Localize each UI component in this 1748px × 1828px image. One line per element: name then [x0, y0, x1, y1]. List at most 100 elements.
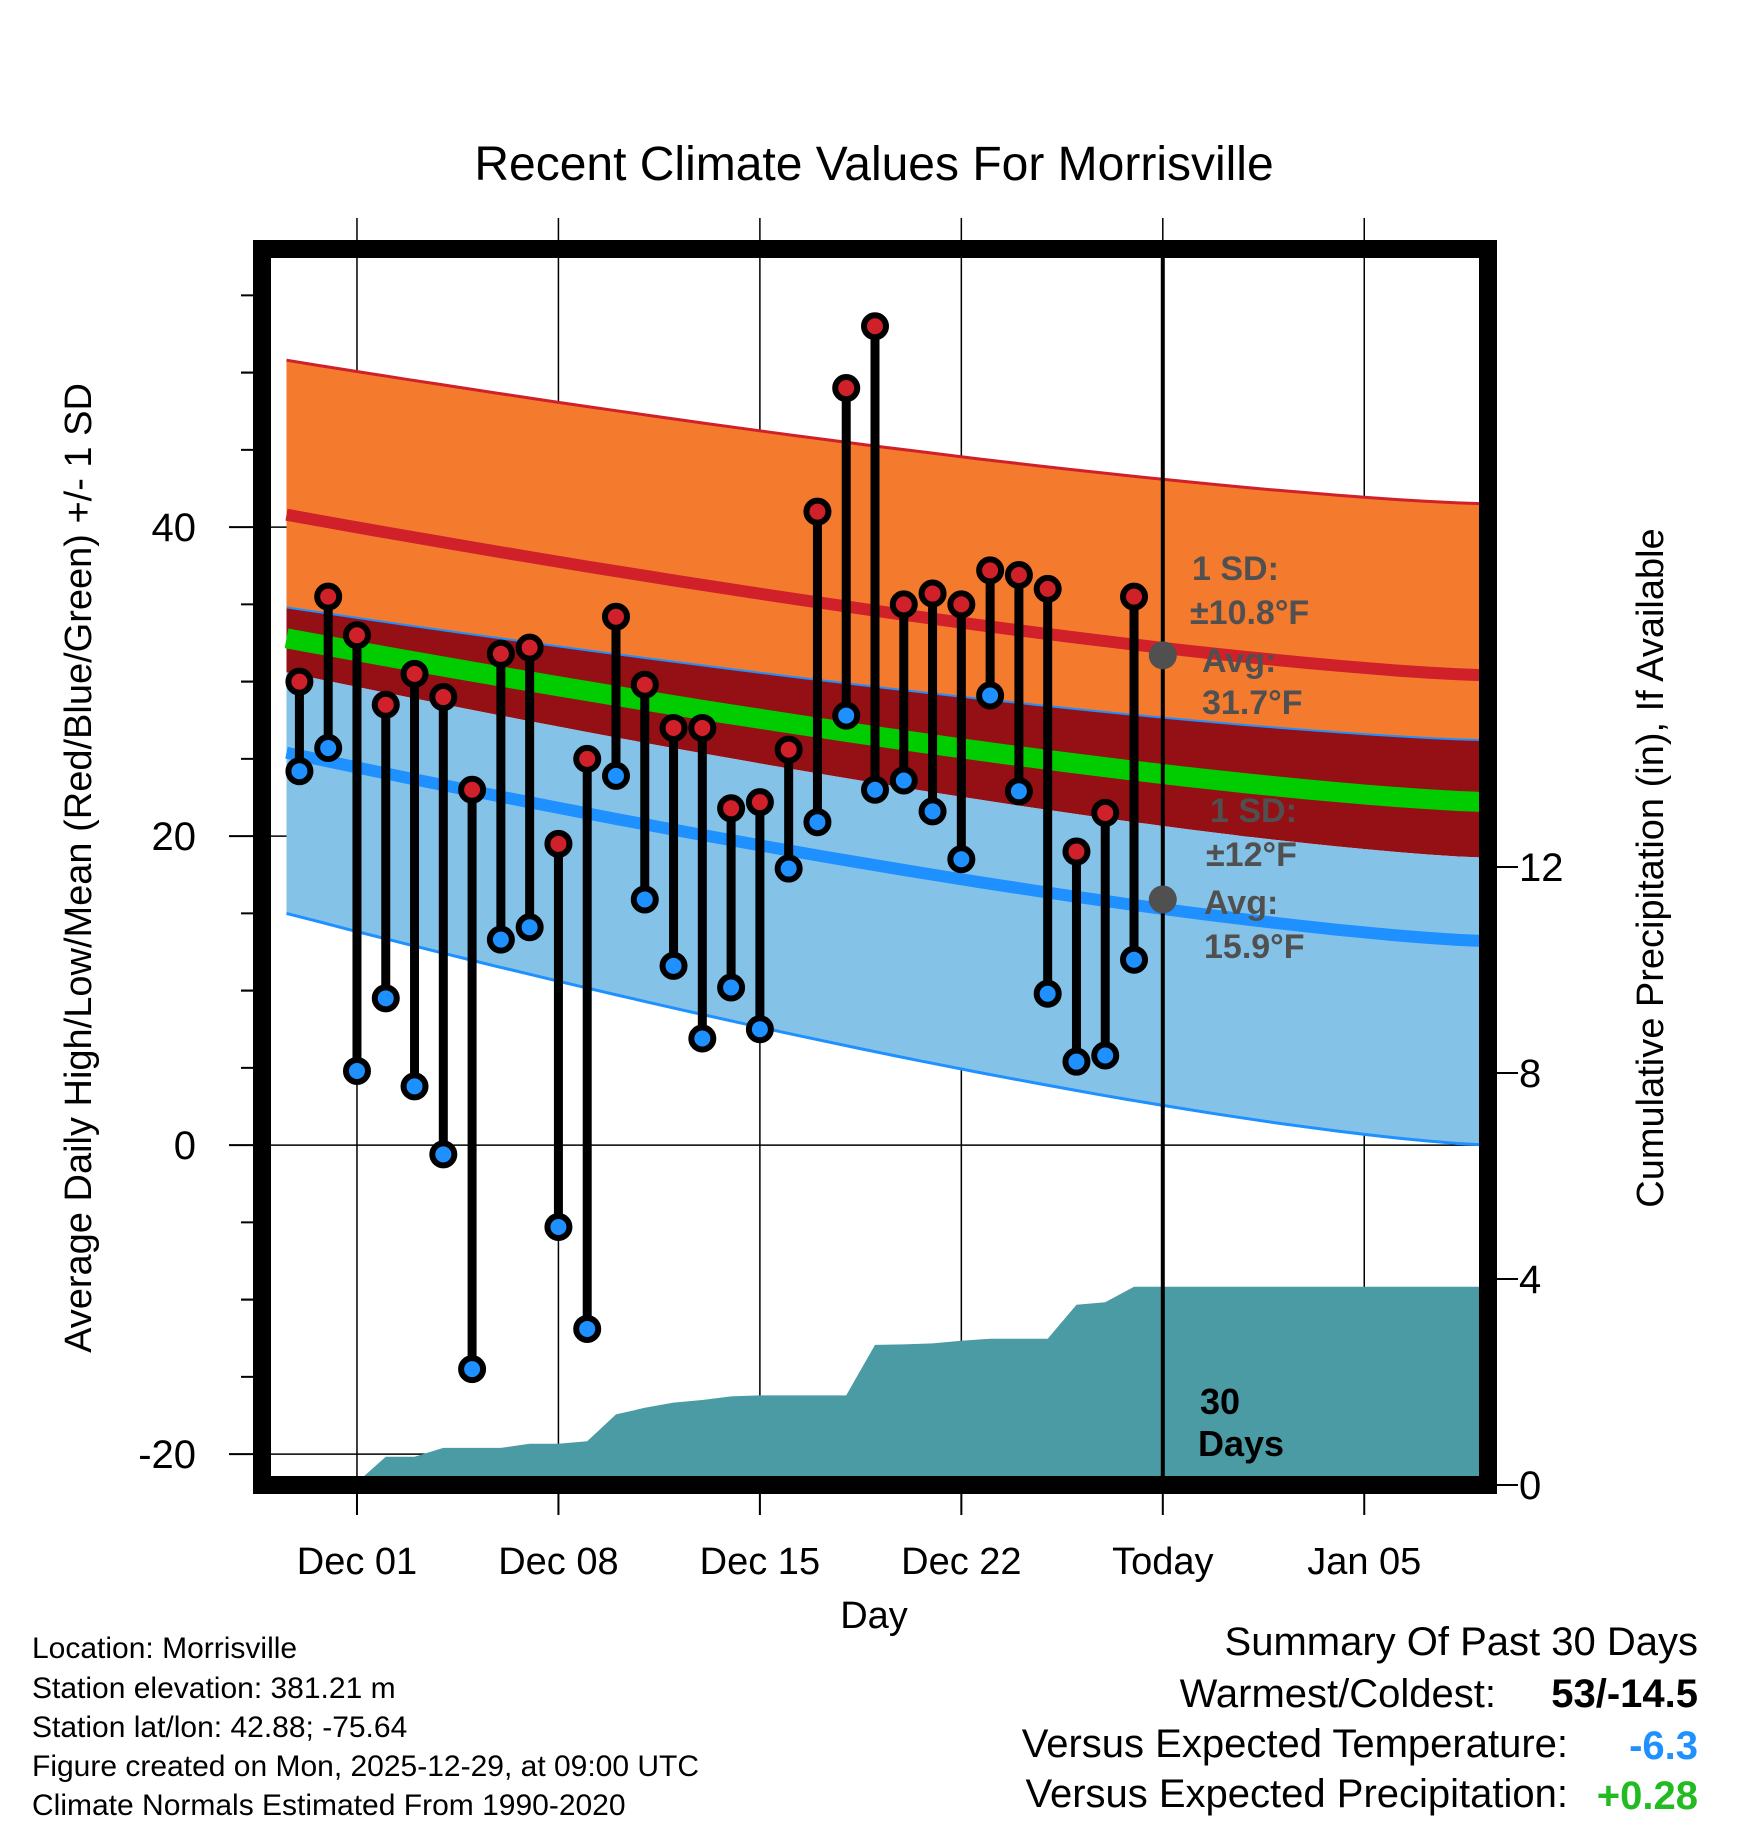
high-point	[947, 590, 976, 619]
daily-stems	[294, 326, 1139, 1370]
x-tick-label: Jan 05	[1307, 1541, 1421, 1583]
high-point	[544, 829, 573, 858]
low-sd-label: 1 SD:	[1210, 792, 1297, 830]
high-point	[458, 775, 487, 804]
low-point	[601, 761, 630, 790]
summary-precip-value: +0.28	[1596, 1774, 1698, 1818]
meta-location: Location: Morrisville	[32, 1632, 298, 1665]
chart-title: Recent Climate Values For Morrisville	[474, 138, 1273, 191]
normal-bands	[284, 358, 1488, 1147]
low-lower-line	[286, 911, 1488, 1147]
low-point	[342, 1056, 371, 1085]
high-point	[1033, 574, 1062, 603]
mean-normal-line	[284, 628, 1488, 813]
summary-warm-cold-value: 53/-14.5	[1551, 1672, 1698, 1716]
low-point	[1004, 777, 1033, 806]
low-point	[515, 913, 544, 942]
high-point	[774, 735, 803, 764]
high-point	[659, 713, 688, 742]
today-high-avg-marker	[1148, 641, 1177, 670]
low-point	[918, 797, 947, 826]
low-sd-value: ±12°F	[1206, 836, 1297, 874]
y2-tick-label: 4	[1519, 1258, 1541, 1302]
high-point	[371, 690, 400, 719]
low-point	[947, 845, 976, 874]
high-point	[889, 590, 918, 619]
low-point	[659, 951, 688, 980]
y2-tick-label: 8	[1519, 1052, 1541, 1096]
high-point	[688, 713, 717, 742]
high-point	[515, 633, 544, 662]
low-point	[1091, 1041, 1120, 1070]
high-point	[745, 788, 774, 817]
daily-points	[285, 312, 1149, 1384]
meta-normals: Climate Normals Estimated From 1990-2020	[32, 1789, 626, 1822]
plot-frame	[253, 240, 1497, 1494]
high-point	[803, 497, 832, 526]
y2-tick-label: 0	[1519, 1464, 1541, 1508]
high-sd-label: 1 SD:	[1192, 550, 1279, 588]
y2-axis-label: Cumulative Precipitation (in), If Availa…	[1630, 528, 1672, 1207]
low-point	[458, 1355, 487, 1384]
high-point	[601, 602, 630, 631]
y-axis-label: Average Daily High/Low/Mean (Red/Blue/Gr…	[58, 383, 100, 1353]
low-point	[1033, 979, 1062, 1008]
high-point	[429, 683, 458, 712]
today-low-avg-marker	[1148, 885, 1177, 914]
high-upper-line	[286, 358, 1488, 506]
low-point	[1062, 1047, 1091, 1076]
low-point	[1120, 945, 1149, 974]
low-point	[889, 766, 918, 795]
meta-elevation: Station elevation: 381.21 m	[32, 1672, 396, 1705]
x-tick-label: Dec 01	[297, 1541, 417, 1583]
low-point	[400, 1072, 429, 1101]
meta-created: Figure created on Mon, 2025-12-29, at 09…	[32, 1750, 700, 1783]
low-point	[630, 885, 659, 914]
x-tick-label: Dec 15	[700, 1541, 820, 1583]
summary-temp-value: -6.3	[1629, 1724, 1698, 1768]
precip-area	[299, 1286, 1488, 1485]
summary-title: Summary Of Past 30 Days	[1224, 1620, 1698, 1664]
x-tick-label: Dec 08	[498, 1541, 618, 1583]
high-avg-label: Avg:	[1202, 642, 1276, 680]
low-point	[486, 925, 515, 954]
x-tick-label: Dec 22	[901, 1541, 1021, 1583]
low-point	[861, 775, 889, 804]
low-point	[774, 854, 803, 883]
y-tick-label: 20	[152, 815, 197, 859]
high-point	[285, 667, 314, 696]
x-axis-label: Day	[840, 1595, 908, 1637]
high-point	[400, 659, 429, 688]
low-avg-label: Avg:	[1204, 884, 1278, 922]
low-point	[803, 808, 832, 837]
summary-temp-label: Versus Expected Temperature:	[1021, 1722, 1568, 1766]
low-avg-value: 15.9°F	[1204, 928, 1305, 966]
high-point	[861, 312, 889, 341]
high-point	[314, 582, 343, 611]
days-word-label: Days	[1198, 1423, 1284, 1464]
precipitation-area	[299, 1286, 1488, 1485]
low-normal-line	[285, 746, 1488, 948]
summary-warm-cold-label: Warmest/Coldest:	[1179, 1672, 1496, 1716]
low-point	[285, 757, 314, 786]
low-point	[688, 1024, 717, 1053]
low-point	[717, 973, 746, 1002]
low-point	[314, 734, 343, 763]
y2-tick-label: 12	[1519, 846, 1564, 890]
high-avg-value: 31.7°F	[1202, 684, 1303, 722]
low-point	[745, 1015, 774, 1044]
high-point	[976, 556, 1005, 585]
high-point	[717, 794, 746, 823]
high-lower-line	[286, 606, 1488, 742]
low-point	[371, 984, 400, 1013]
high-point	[573, 744, 602, 773]
meta-latlon: Station lat/lon: 42.88; -75.64	[32, 1711, 408, 1744]
high-point	[342, 621, 371, 650]
high-point	[1120, 582, 1149, 611]
high-point	[1091, 798, 1120, 827]
high-point	[1062, 837, 1091, 866]
low-point	[544, 1212, 573, 1241]
high-point	[1004, 560, 1033, 589]
y-tick-label: 0	[174, 1124, 196, 1168]
